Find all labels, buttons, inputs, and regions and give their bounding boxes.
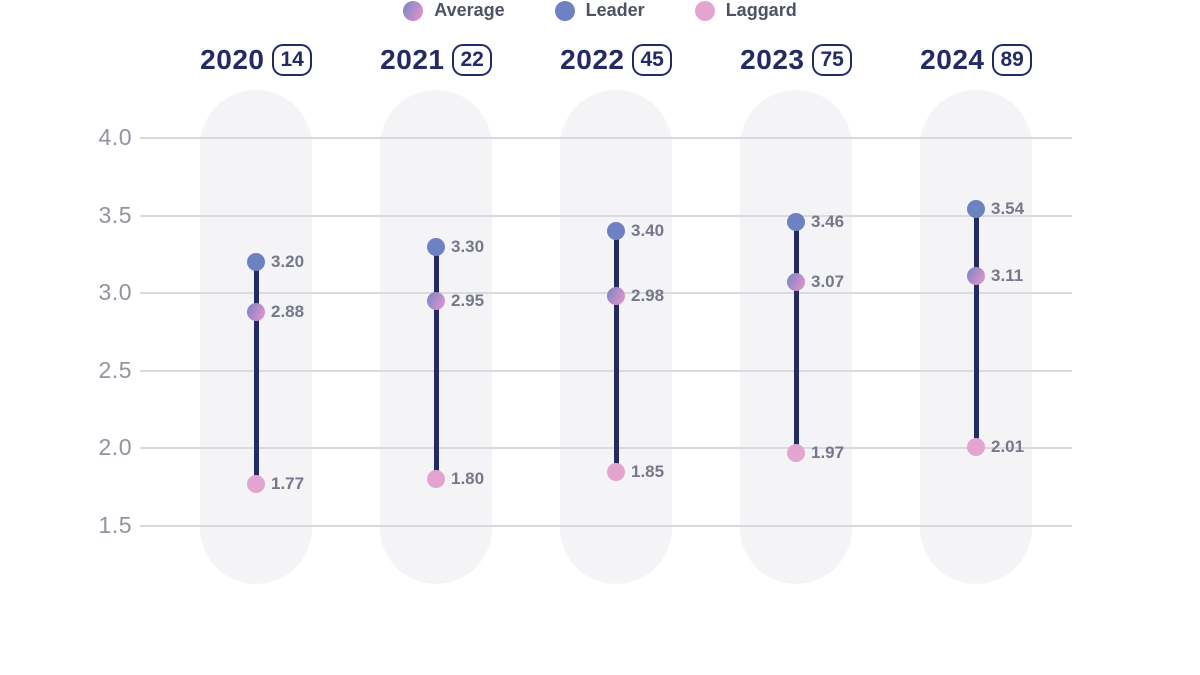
value-label: 3.20	[271, 252, 305, 272]
y-axis-tick-label: 2.5	[98, 356, 132, 383]
value-label: 3.40	[631, 221, 665, 241]
leader-dot	[607, 222, 625, 241]
year-label: 2024	[920, 44, 985, 75]
count-badge: 45	[632, 44, 672, 76]
gridline	[140, 292, 1072, 295]
dumbbell-line	[973, 209, 979, 447]
value-label: 2.95	[451, 290, 485, 310]
dumbbell-line	[793, 221, 799, 454]
value-label: 2.98	[631, 286, 665, 306]
value-label: 1.97	[811, 443, 845, 463]
laggard-dot	[607, 462, 625, 481]
value-label: 3.46	[811, 211, 845, 231]
value-label: 3.30	[451, 236, 485, 256]
y-axis-tick-label: 4.0	[98, 124, 132, 150]
laggard-dot	[787, 444, 805, 463]
value-label: 3.54	[991, 199, 1025, 219]
count-badge: 14	[272, 44, 312, 76]
gridline	[140, 447, 1072, 450]
leader-dot	[787, 212, 805, 231]
laggard-dot	[967, 437, 985, 456]
average-dot	[427, 291, 445, 310]
gridline	[140, 137, 1072, 139]
gridline	[140, 369, 1072, 372]
legend-item-leader: Leader	[554, 0, 645, 21]
value-label: 2.01	[991, 436, 1025, 456]
count-badge: 89	[992, 44, 1032, 76]
count-badge: 22	[452, 44, 492, 76]
y-axis-tick-label: 1.5	[98, 512, 132, 538]
year-label: 2023	[740, 44, 805, 75]
leader-dot	[427, 237, 445, 256]
average-legend-dot	[403, 0, 424, 21]
legend-item-average: Average	[403, 0, 505, 21]
value-label: 3.07	[811, 272, 845, 292]
column-header: 2024 89	[876, 44, 1076, 76]
value-label: 2.88	[271, 301, 305, 321]
legend: Average Leader Laggard	[0, 0, 1200, 21]
y-axis-tick-label: 3.5	[98, 201, 132, 228]
value-label: 1.85	[631, 461, 665, 481]
year-label: 2020	[200, 44, 265, 75]
year-label: 2021	[380, 44, 445, 75]
legend-label: Leader	[585, 0, 645, 20]
y-axis-tick-label: 2.0	[98, 434, 132, 461]
leader-dot	[247, 253, 265, 272]
column-header: 2021 22	[336, 44, 536, 76]
dumbbell-line	[433, 246, 439, 480]
column-header: 2022 45	[516, 44, 716, 76]
column-header: 2023 75	[696, 44, 896, 76]
average-dot	[967, 267, 985, 286]
laggard-legend-dot	[694, 0, 715, 21]
value-label: 1.80	[451, 469, 485, 489]
legend-label: Laggard	[725, 0, 797, 20]
gridline	[140, 214, 1072, 217]
average-dot	[607, 287, 625, 306]
laggard-dot	[427, 470, 445, 489]
legend-label: Average	[434, 0, 505, 20]
year-label: 2022	[560, 44, 625, 75]
average-dot	[247, 302, 265, 321]
column-header: 2020 14	[156, 44, 356, 76]
average-dot	[787, 273, 805, 292]
legend-item-laggard: Laggard	[694, 0, 797, 21]
gridline	[140, 525, 1072, 527]
leader-legend-dot	[554, 0, 575, 21]
leader-dot	[967, 200, 985, 219]
laggard-dot	[247, 475, 265, 494]
value-label: 3.11	[991, 266, 1024, 286]
value-label: 1.77	[271, 474, 305, 494]
y-axis-tick-label: 3.0	[98, 279, 132, 306]
dumbbell-line	[613, 231, 619, 472]
count-badge: 75	[812, 44, 852, 76]
dumbbell-line	[253, 262, 259, 485]
